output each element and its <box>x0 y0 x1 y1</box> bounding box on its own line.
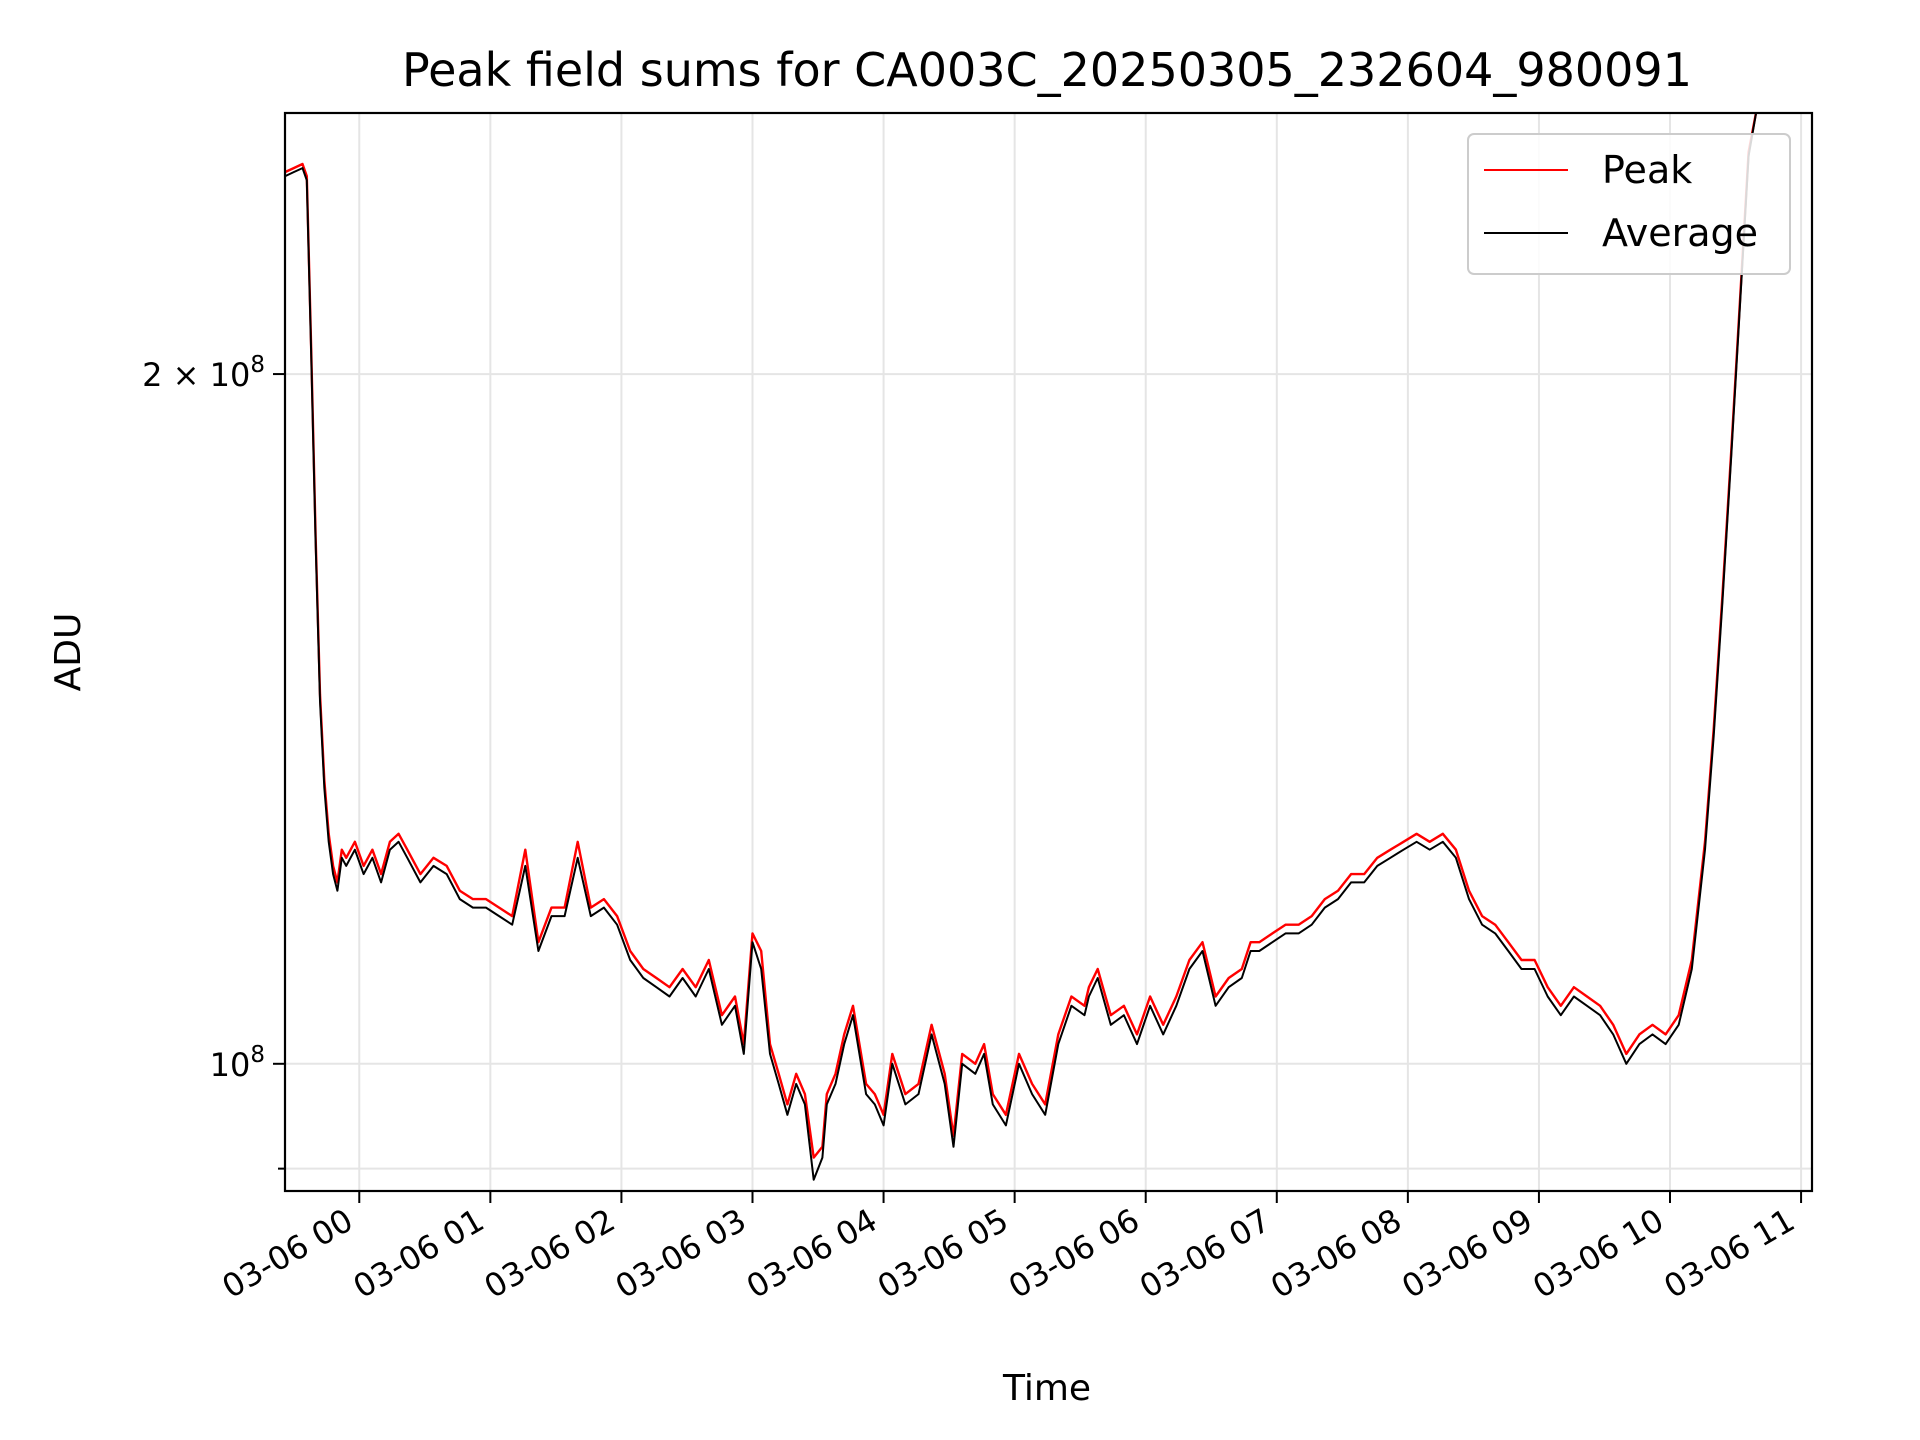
plot-frame <box>283 111 1814 1193</box>
series-line-average <box>285 113 1758 1181</box>
legend: Peak Average <box>1467 133 1791 275</box>
y-axis-ticks: 108 2 × 108 <box>142 352 285 1170</box>
grid-lines <box>285 113 1812 1191</box>
x-axis-label: Time <box>1002 1368 1091 1409</box>
series-lines <box>285 113 1758 1181</box>
y-axis-label: ADU <box>48 613 89 692</box>
y-tick-label: 2 × 108 <box>142 352 265 394</box>
legend-label-peak: Peak <box>1602 148 1692 192</box>
chart-title: Peak field sums for CA003C_20250305_2326… <box>402 43 1692 97</box>
legend-label-average: Average <box>1602 211 1758 255</box>
series-line-peak <box>285 113 1758 1159</box>
y-tick-label: 108 <box>210 1042 265 1084</box>
